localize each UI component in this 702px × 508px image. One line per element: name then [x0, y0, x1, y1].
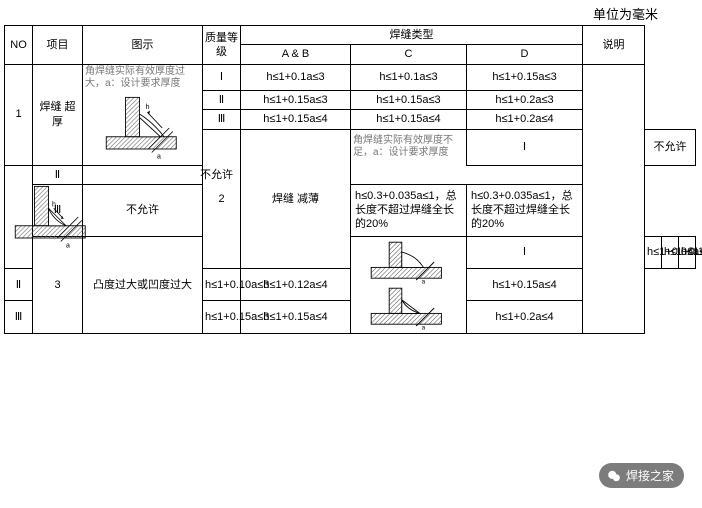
- cell: 不允许: [83, 184, 203, 236]
- cell-no: 2: [203, 129, 241, 268]
- hdr-no: NO: [5, 26, 33, 65]
- cell: h≤1+0.1a≤3: [351, 64, 467, 91]
- cell-grade: Ⅰ: [467, 236, 583, 268]
- cell: h≤1+0.1a≤3: [241, 64, 351, 91]
- cell-grade: Ⅱ: [203, 91, 241, 110]
- hdr-item: 项目: [33, 26, 83, 65]
- fillet-weld-convex-icon: a: [364, 239, 454, 285]
- cell-grade: Ⅰ: [203, 64, 241, 91]
- cell: h≤1+0.15a≤3: [241, 91, 351, 110]
- cell: h≤1+0.2a≤4: [467, 301, 583, 333]
- hdr-weldtype: 焊缝类型: [241, 26, 583, 45]
- diagram-caption: 角焊缝实际有效厚度不足，a：设计要求厚度: [351, 129, 467, 165]
- cell-item: 焊缝 减薄: [241, 129, 351, 268]
- cell: h≤1+0.1a≤3: [678, 236, 695, 268]
- svg-text:h: h: [145, 103, 149, 110]
- cell-grade: Ⅲ: [5, 301, 33, 333]
- svg-text:a: a: [421, 278, 425, 284]
- cell: h≤1+0.06a≤3: [645, 236, 662, 268]
- cell-item: 凸度过大或凹度过大: [83, 236, 203, 333]
- diagram-cell: ah: [5, 165, 33, 269]
- cell: h≤1+0.15a≤3: [351, 91, 467, 110]
- cell-grade: Ⅱ: [33, 165, 83, 184]
- cell: h≤1+0.10a≤3: [203, 269, 241, 301]
- cell-note: [583, 64, 645, 333]
- cell: h≤1+0.15a≤4: [241, 110, 351, 129]
- cell: 不允许: [645, 129, 696, 165]
- cell-no: 3: [33, 236, 83, 333]
- cell: h≤1+0.2a≤4: [467, 110, 583, 129]
- watermark-text: 焊接之家: [626, 467, 674, 484]
- cell: h≤1+0.2a≤3: [467, 91, 583, 110]
- hdr-ab: A & B: [241, 45, 351, 64]
- cell: h≤1+0.15a≤4: [351, 110, 467, 129]
- hdr-grade: 质量等级: [203, 26, 241, 65]
- cell-item: 焊缝 超厚: [33, 64, 83, 165]
- cell-grade: Ⅱ: [5, 269, 33, 301]
- wechat-icon: [607, 469, 621, 483]
- svg-text:a: a: [421, 324, 425, 330]
- cell: h≤1+0.15a≤3: [203, 301, 241, 333]
- hdr-diagram: 图示: [83, 26, 203, 65]
- fillet-weld-icon: ah: [98, 93, 188, 163]
- cell: h≤1+0.15a≤4: [467, 269, 583, 301]
- cell: h≤1+0.15a≤3: [467, 64, 583, 91]
- hdr-c: C: [351, 45, 467, 64]
- hdr-note: 说明: [583, 26, 645, 65]
- diagram-cell: a a: [351, 236, 467, 333]
- svg-text:a: a: [66, 242, 70, 249]
- table-row: 1 焊缝 超厚 角焊缝实际有效厚度过大，a：设计要求厚度 Ⅰ h≤1+0.1a≤…: [5, 64, 696, 91]
- cell: h≤1+0.1a≤3: [662, 236, 679, 268]
- cell: h≤0.3+0.035a≤1，总长度不超过焊缝全长的20%: [351, 184, 467, 236]
- hdr-d: D: [467, 45, 583, 64]
- watermark-badge: 焊接之家: [599, 463, 684, 488]
- spec-table: NO 项目 图示 质量等级 焊缝类型 说明 A & B C D 1 焊缝 超厚 …: [4, 25, 696, 334]
- cell-grade: Ⅲ: [203, 110, 241, 129]
- fillet-weld-concave-icon: a: [364, 285, 454, 331]
- unit-label: 单位为毫米: [4, 4, 698, 23]
- diagram-caption: 角焊缝实际有效厚度过大，a：设计要求厚度: [83, 64, 203, 91]
- cell: h≤0.3+0.035a≤1，总长度不超过焊缝全长的20%: [467, 184, 583, 236]
- diagram-cell: ah: [83, 91, 203, 166]
- cell-no: 1: [5, 64, 33, 165]
- cell: 不允许: [83, 165, 351, 184]
- svg-text:a: a: [157, 153, 161, 160]
- cell-grade: Ⅰ: [467, 129, 583, 165]
